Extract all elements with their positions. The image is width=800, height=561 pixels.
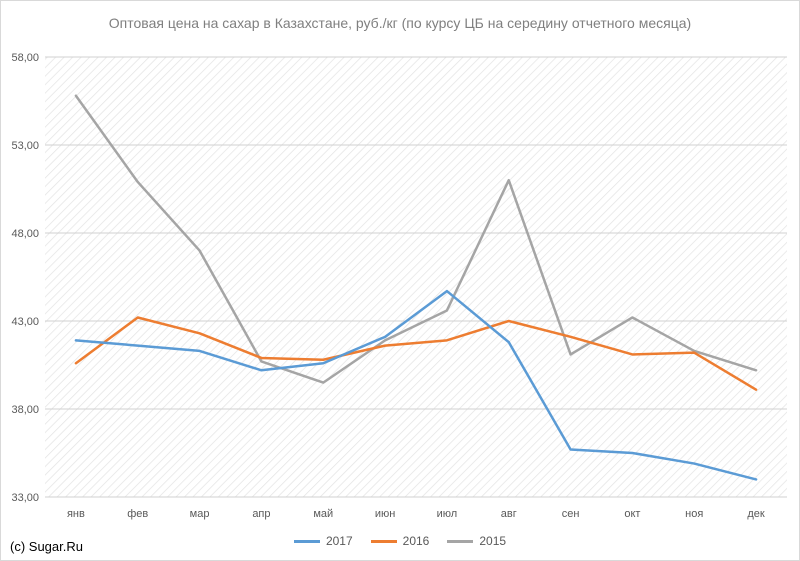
x-tick-label: июл	[437, 508, 458, 520]
series-line-2015	[74, 94, 758, 384]
x-tick-label: сен	[562, 508, 580, 520]
y-tick-label: 53,00	[11, 140, 39, 152]
legend-item-2016: 2016	[370, 534, 430, 548]
chart-title: Оптовая цена на сахар в Казахстане, руб.…	[108, 15, 692, 31]
plot-area-background	[45, 57, 787, 497]
y-tick-label: 43,00	[11, 316, 39, 328]
legend-item-2015: 2015	[447, 534, 506, 548]
y-tick-label: 58,00	[11, 52, 39, 64]
x-tick-label: дек	[747, 508, 765, 520]
legend-swatch-2016	[370, 539, 397, 543]
y-axis-ticks: 33,00 38,00 43,00 48,00 53,00 58,00	[11, 52, 39, 504]
series-line-2016	[74, 316, 758, 391]
legend-swatch-2017	[293, 539, 320, 543]
legend-label-2015: 2015	[479, 534, 507, 548]
x-tick-label: авг	[501, 508, 517, 520]
x-tick-label: мар	[190, 508, 210, 520]
x-tick-label: фев	[127, 508, 148, 520]
x-tick-label: май	[313, 508, 333, 520]
legend-label-2017: 2017	[325, 534, 353, 548]
legend-swatch-2015	[447, 539, 474, 543]
x-tick-label: ноя	[685, 508, 703, 520]
y-tick-label: 33,00	[11, 492, 39, 504]
y-tick-label: 38,00	[11, 404, 39, 416]
y-tick-label: 48,00	[11, 228, 39, 240]
legend: 2017 2016 2015	[1, 534, 799, 548]
legend-label-2016: 2016	[402, 534, 430, 548]
x-tick-label: июн	[375, 508, 395, 520]
copyright-label: (c) Sugar.Ru	[10, 539, 83, 554]
legend-item-2017: 2017	[293, 534, 353, 548]
series-line-2017	[74, 289, 758, 481]
x-axis-ticks: янв фев мар апр май июн июл авг сен окт ноя дек	[67, 508, 765, 520]
x-tick-label: окт	[624, 508, 640, 520]
x-tick-label: апр	[252, 508, 270, 520]
gridlines	[45, 56, 787, 498]
series-lines	[74, 94, 758, 481]
x-tick-label: янв	[67, 508, 85, 520]
